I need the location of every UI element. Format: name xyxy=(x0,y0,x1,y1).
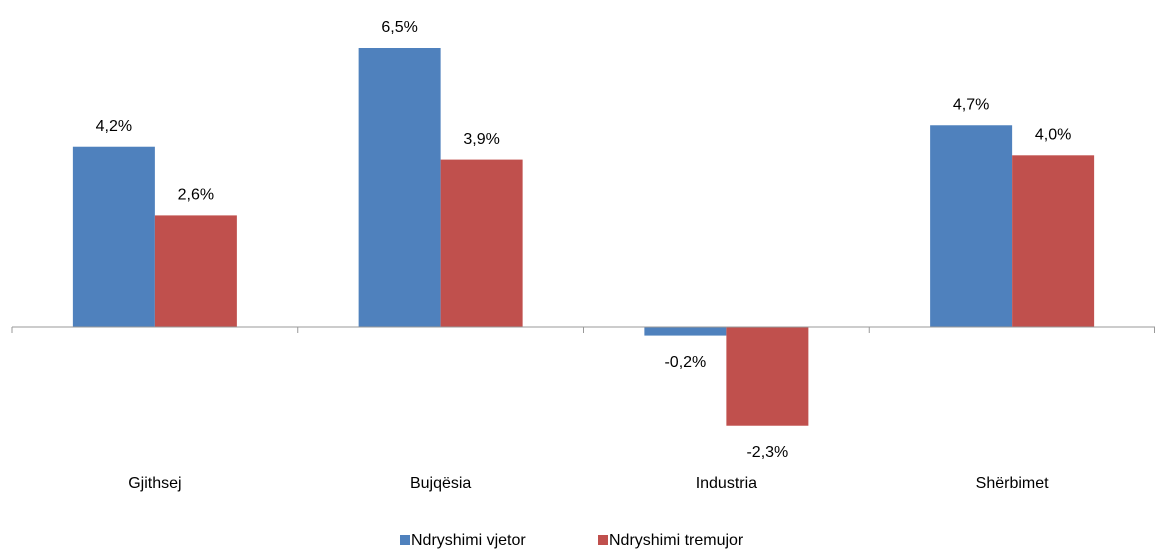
bar xyxy=(358,48,441,327)
x-tick-label: Gjithsej xyxy=(128,475,181,492)
legend-swatch xyxy=(598,535,608,545)
x-tick-label: Shërbimet xyxy=(976,475,1049,492)
bar xyxy=(440,159,523,327)
x-tick-label: Industria xyxy=(696,475,757,492)
value-label: 4,0% xyxy=(1035,127,1071,144)
bar xyxy=(726,327,809,426)
value-label: 4,2% xyxy=(96,118,132,135)
legend-swatch xyxy=(400,535,410,545)
value-label: -0,2% xyxy=(664,354,706,371)
x-tick-label: Bujqësia xyxy=(410,475,471,492)
legend-label: Ndryshimi vjetor xyxy=(411,532,526,549)
value-label: -2,3% xyxy=(746,444,788,461)
bar xyxy=(72,146,155,327)
bar xyxy=(644,327,727,336)
bar xyxy=(1012,155,1095,327)
bar xyxy=(154,215,237,327)
value-label: 3,9% xyxy=(463,131,499,148)
value-label: 4,7% xyxy=(953,96,989,113)
value-label: 2,6% xyxy=(178,187,214,204)
legend-label: Ndryshimi tremujor xyxy=(609,532,744,549)
value-label: 6,5% xyxy=(381,19,417,36)
bar xyxy=(930,125,1013,327)
